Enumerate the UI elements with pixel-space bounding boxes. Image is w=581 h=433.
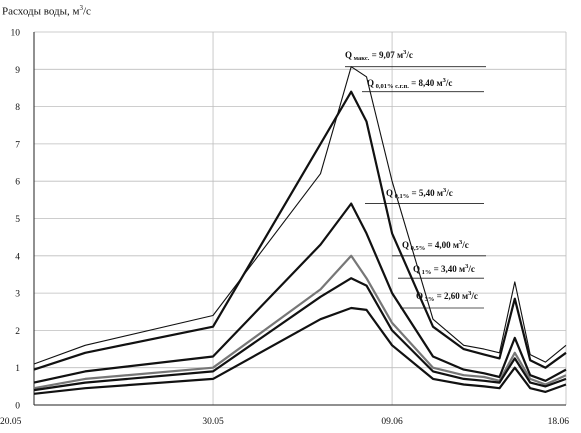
y-tick-label: 3 <box>15 290 20 300</box>
series-line <box>33 202 567 384</box>
series-annotation: Q 1% = 3,40 м3/с <box>413 263 475 276</box>
y-tick-label: 0 <box>15 402 20 412</box>
y-axis-title: Расходы воды, м3/с <box>2 4 91 18</box>
x-tick-label: 30.05 <box>202 417 224 427</box>
series-line <box>33 277 567 392</box>
x-tick-label: 18.06 <box>548 417 570 427</box>
y-axis-title-sup: 3 <box>79 4 84 12</box>
series-line <box>33 66 567 365</box>
y-axis-title-tail: /с <box>83 5 91 18</box>
y-tick-label: 4 <box>15 252 20 262</box>
y-tick-label: 1 <box>15 364 20 374</box>
series-line <box>33 90 567 371</box>
y-tick-label: 8 <box>15 103 20 113</box>
series-annotation: Q 0,1% = 5,40 м3/с <box>386 187 453 200</box>
y-tick-label: 2 <box>15 327 20 337</box>
y-tick-label: 5 <box>15 215 20 225</box>
y-axis-title-text: Расходы воды, м <box>2 5 80 18</box>
y-tick-label: 6 <box>15 178 20 188</box>
y-tick-label: 10 <box>11 29 21 39</box>
series-annotation: Q 0,01% с.г.п. = 8,40 м3/с <box>367 77 452 90</box>
y-tick-label: 9 <box>15 66 20 76</box>
series-annotation: Q макс. = 9,07 м3/с <box>345 49 413 62</box>
x-tick-label: 09.06 <box>381 417 403 427</box>
y-tick-label: 7 <box>15 140 20 150</box>
series-annotation: Q 0,5% = 4,00 м3/с <box>402 239 469 252</box>
x-tick-label: 20.05 <box>0 417 22 427</box>
series-annotation: Q 3% = 2,60 м3/с <box>416 290 478 303</box>
